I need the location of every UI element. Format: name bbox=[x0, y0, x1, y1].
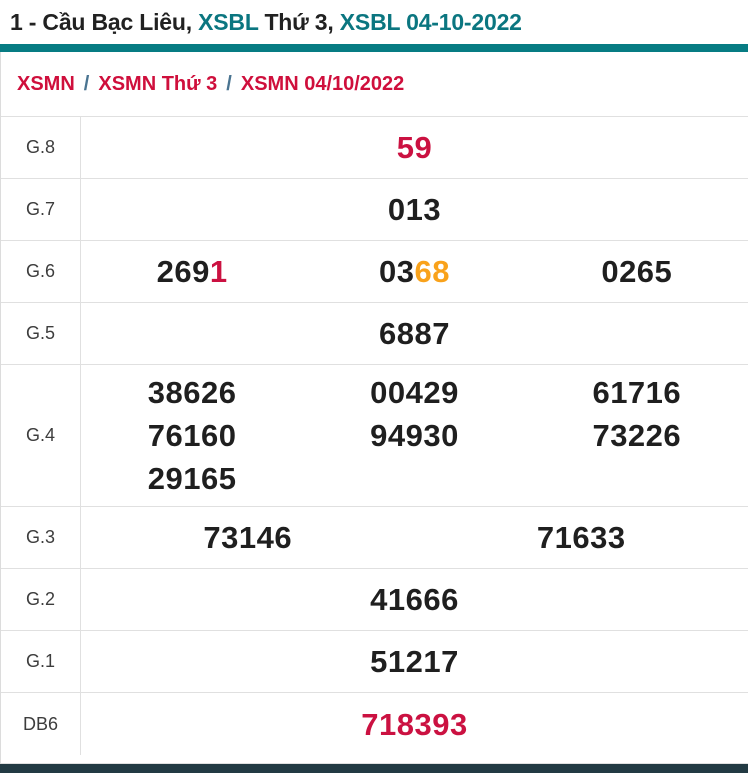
prize-label: G.4 bbox=[1, 365, 81, 506]
prize-number: 51217 bbox=[81, 640, 748, 683]
prize-values: 59 bbox=[81, 117, 748, 178]
prize-label: G.5 bbox=[1, 303, 81, 364]
prize-label: G.3 bbox=[1, 507, 81, 568]
prize-number: 76160 bbox=[81, 414, 303, 457]
prize-number-segment: 0265 bbox=[601, 254, 673, 289]
prize-values: 013 bbox=[81, 179, 748, 240]
prize-line: 38626 00429 61716 bbox=[81, 371, 748, 414]
prize-number: 6887 bbox=[81, 312, 748, 355]
prize-number-segment: 68 bbox=[414, 254, 450, 289]
prize-number-segment: 6887 bbox=[379, 316, 450, 351]
prize-number-segment: 718393 bbox=[361, 706, 468, 742]
bottom-bar bbox=[0, 764, 748, 773]
prize-number bbox=[526, 457, 748, 500]
prize-number: 00429 bbox=[303, 371, 525, 414]
prize-number-segment: 269 bbox=[156, 254, 210, 289]
prize-line: 6887 bbox=[81, 312, 748, 355]
prize-number: 013 bbox=[81, 188, 748, 231]
prize-row: G.5 6887 bbox=[1, 303, 748, 365]
prize-line: 013 bbox=[81, 188, 748, 231]
prize-row: G.8 59 bbox=[1, 117, 748, 179]
prize-label: G.2 bbox=[1, 569, 81, 630]
prize-number-segment: 41666 bbox=[370, 582, 459, 617]
prize-number: 59 bbox=[81, 126, 748, 169]
prize-number: 73226 bbox=[526, 414, 748, 457]
prize-number: 718393 bbox=[81, 703, 748, 746]
prize-number-segment: 73146 bbox=[203, 520, 293, 555]
prize-line: 269 1 03 68 0265 bbox=[81, 250, 748, 293]
results-table: G.8 59 G.7 013 G.6 269 1 03 68 0265 G.5 6887 G.4 3862… bbox=[1, 116, 748, 764]
prize-number-segment: 29165 bbox=[147, 461, 237, 496]
prize-values: 6887 bbox=[81, 303, 748, 364]
prize-line: 718393 bbox=[81, 703, 748, 746]
prize-line: 51217 bbox=[81, 640, 748, 683]
prize-number-segment: 03 bbox=[379, 254, 415, 289]
breadcrumb: XSMN / XSMN Thứ 3 / XSMN 04/10/2022 bbox=[1, 52, 748, 116]
prize-number-segment: 59 bbox=[396, 130, 433, 165]
prize-number: 94930 bbox=[303, 414, 525, 457]
prize-line: 73146 71633 bbox=[81, 516, 748, 559]
prize-row: G.1 51217 bbox=[1, 631, 748, 693]
prize-row: DB6 718393 bbox=[1, 693, 748, 755]
breadcrumb-link[interactable]: XSMN 04/10/2022 bbox=[240, 72, 405, 95]
prize-number-segment: 013 bbox=[387, 192, 442, 227]
prize-row: G.7 013 bbox=[1, 179, 748, 241]
prize-number: 61716 bbox=[526, 371, 748, 414]
prize-label: G.6 bbox=[1, 241, 81, 302]
page-title: 1 - Cầu Bạc Liêu, XSBL Thứ 3, XSBL 04-10… bbox=[0, 0, 748, 44]
prize-line: 59 bbox=[81, 126, 748, 169]
prize-number: 0265 bbox=[526, 250, 748, 293]
prize-number-segment: 94930 bbox=[370, 418, 459, 453]
prize-row: G.3 73146 71633 bbox=[1, 507, 748, 569]
prize-number: 38626 bbox=[81, 371, 303, 414]
prize-row: G.6 269 1 03 68 0265 bbox=[1, 241, 748, 303]
prize-row: G.4 38626 00429 61716 76160 94930 73226 29165 bbox=[1, 365, 748, 507]
prize-row: G.2 41666 bbox=[1, 569, 748, 631]
prize-number-segment: 61716 bbox=[592, 375, 682, 410]
prize-label: G.7 bbox=[1, 179, 81, 240]
page-title-segment: 1 - Cầu Bạc Liêu, bbox=[10, 8, 199, 35]
prize-number: 73146 bbox=[81, 516, 415, 559]
prize-label: DB6 bbox=[1, 693, 81, 755]
prize-line: 41666 bbox=[81, 578, 748, 621]
prize-number: 71633 bbox=[415, 516, 748, 559]
page-title-segment: Thứ 3, bbox=[264, 8, 340, 35]
prize-number-segment: 38626 bbox=[147, 375, 237, 410]
prize-line: 29165 bbox=[81, 457, 748, 500]
prize-number-segment: 71633 bbox=[536, 520, 626, 555]
prize-values: 41666 bbox=[81, 569, 748, 630]
prize-label: G.1 bbox=[1, 631, 81, 692]
prize-number-segment: 76160 bbox=[147, 418, 237, 453]
teal-divider bbox=[0, 44, 748, 52]
breadcrumb-link[interactable]: XSMN Thứ 3 bbox=[98, 72, 218, 95]
prize-number: 269 1 bbox=[81, 250, 303, 293]
breadcrumb-separator: / bbox=[83, 72, 90, 95]
prize-number bbox=[303, 457, 525, 500]
prize-number: 29165 bbox=[81, 457, 303, 500]
prize-number-segment: 73226 bbox=[592, 418, 682, 453]
breadcrumb-link[interactable]: XSMN bbox=[17, 72, 75, 95]
prize-number-segment: 00429 bbox=[370, 375, 459, 410]
content-area: XSMN / XSMN Thứ 3 / XSMN 04/10/2022 G.8 59 G.7… bbox=[0, 52, 748, 764]
page-title-segment[interactable]: XSBL bbox=[198, 8, 265, 35]
prize-line: 76160 94930 73226 bbox=[81, 414, 748, 457]
prize-values: 73146 71633 bbox=[81, 507, 748, 568]
prize-number: 03 68 bbox=[303, 250, 525, 293]
prize-values: 718393 bbox=[81, 693, 748, 755]
prize-number: 41666 bbox=[81, 578, 748, 621]
prize-values: 38626 00429 61716 76160 94930 73226 29165 bbox=[81, 365, 748, 506]
prize-values: 51217 bbox=[81, 631, 748, 692]
prize-label: G.8 bbox=[1, 117, 81, 178]
prize-values: 269 1 03 68 0265 bbox=[81, 241, 748, 302]
breadcrumb-separator: / bbox=[226, 72, 232, 95]
prize-number-segment: 1 bbox=[209, 254, 228, 289]
page-title-segment[interactable]: XSBL 04-10-2022 bbox=[339, 8, 522, 35]
prize-number-segment: 51217 bbox=[370, 644, 459, 679]
